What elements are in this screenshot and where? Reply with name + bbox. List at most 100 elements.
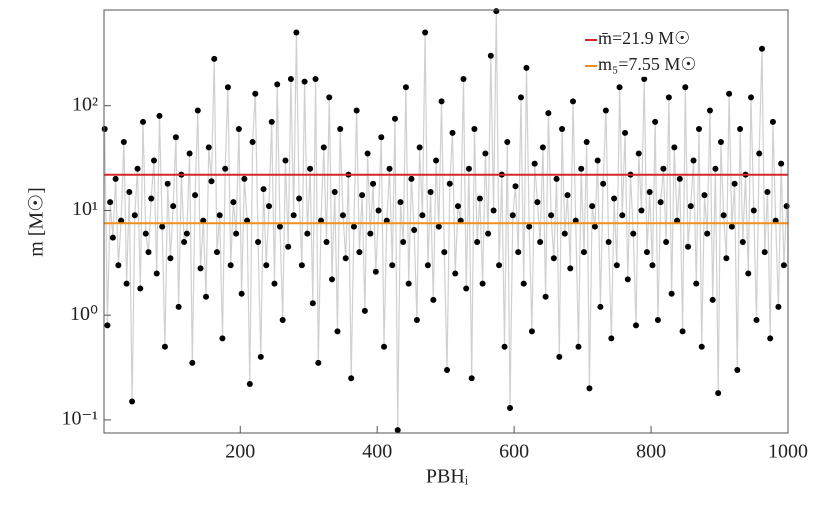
point <box>205 144 212 151</box>
point <box>293 29 300 36</box>
point <box>561 230 568 237</box>
point <box>507 404 514 411</box>
point <box>723 255 730 262</box>
point <box>564 192 571 199</box>
point <box>408 175 415 182</box>
point <box>611 195 618 202</box>
point <box>323 238 330 245</box>
point <box>427 189 434 196</box>
point <box>307 165 314 172</box>
point <box>120 139 127 146</box>
point <box>641 75 648 82</box>
y-tick-label: 10¹ <box>72 198 98 220</box>
point <box>129 398 136 405</box>
point <box>331 189 338 196</box>
point <box>465 165 472 172</box>
point <box>775 303 782 310</box>
point <box>674 217 681 224</box>
y-axis-label: m [M☉] <box>26 187 48 257</box>
point <box>570 98 577 105</box>
point <box>654 316 661 323</box>
point <box>671 144 678 151</box>
y-tick-label: 10⁰ <box>70 303 98 325</box>
x-tick-label: 800 <box>636 441 666 463</box>
point <box>153 270 160 277</box>
point <box>367 230 374 237</box>
point <box>203 293 210 300</box>
point <box>608 335 615 342</box>
point <box>391 115 398 122</box>
x-tick-label: 400 <box>362 441 392 463</box>
point <box>482 150 489 157</box>
point <box>156 112 163 119</box>
point <box>137 285 144 292</box>
point <box>266 203 273 210</box>
point <box>731 180 738 187</box>
point <box>613 262 620 269</box>
point <box>487 52 494 59</box>
point <box>263 262 270 269</box>
series-line <box>104 11 788 431</box>
point <box>537 238 544 245</box>
point <box>583 139 590 146</box>
point <box>350 223 357 230</box>
point <box>772 217 779 224</box>
point <box>756 150 763 157</box>
point <box>320 144 327 151</box>
point <box>337 125 344 132</box>
point <box>715 390 722 397</box>
point <box>695 125 702 132</box>
point <box>140 118 147 125</box>
point <box>244 217 251 224</box>
point <box>334 328 341 335</box>
point <box>372 268 379 275</box>
point <box>123 280 130 287</box>
point <box>712 165 719 172</box>
point <box>241 175 248 182</box>
point <box>663 238 670 245</box>
point <box>665 94 672 101</box>
point <box>545 110 552 117</box>
point <box>405 280 412 287</box>
point <box>709 296 716 303</box>
point <box>126 189 133 196</box>
point <box>534 199 541 206</box>
point <box>197 265 204 272</box>
point <box>778 160 785 167</box>
point <box>381 343 388 350</box>
point <box>348 375 355 382</box>
point <box>764 189 771 196</box>
point <box>463 285 470 292</box>
point <box>356 249 363 256</box>
point <box>150 157 157 164</box>
point <box>523 64 530 71</box>
point <box>339 212 346 219</box>
point <box>726 90 733 97</box>
point <box>329 276 335 283</box>
point <box>706 107 713 114</box>
point <box>134 165 141 172</box>
legend-bg <box>582 29 732 51</box>
point <box>698 343 705 350</box>
point <box>556 353 563 360</box>
point <box>575 343 582 350</box>
point <box>164 180 171 187</box>
point <box>748 94 755 101</box>
point <box>550 255 557 262</box>
point <box>750 207 757 214</box>
point <box>326 94 333 101</box>
point <box>528 328 535 335</box>
point <box>252 90 259 97</box>
point <box>424 262 431 269</box>
point <box>359 192 366 199</box>
point <box>315 359 322 366</box>
point <box>591 223 598 230</box>
point <box>490 207 497 214</box>
point <box>389 262 396 269</box>
point <box>353 107 360 114</box>
point <box>586 385 593 392</box>
point <box>646 189 653 196</box>
point <box>474 238 481 245</box>
point <box>761 249 768 256</box>
point <box>309 300 316 307</box>
